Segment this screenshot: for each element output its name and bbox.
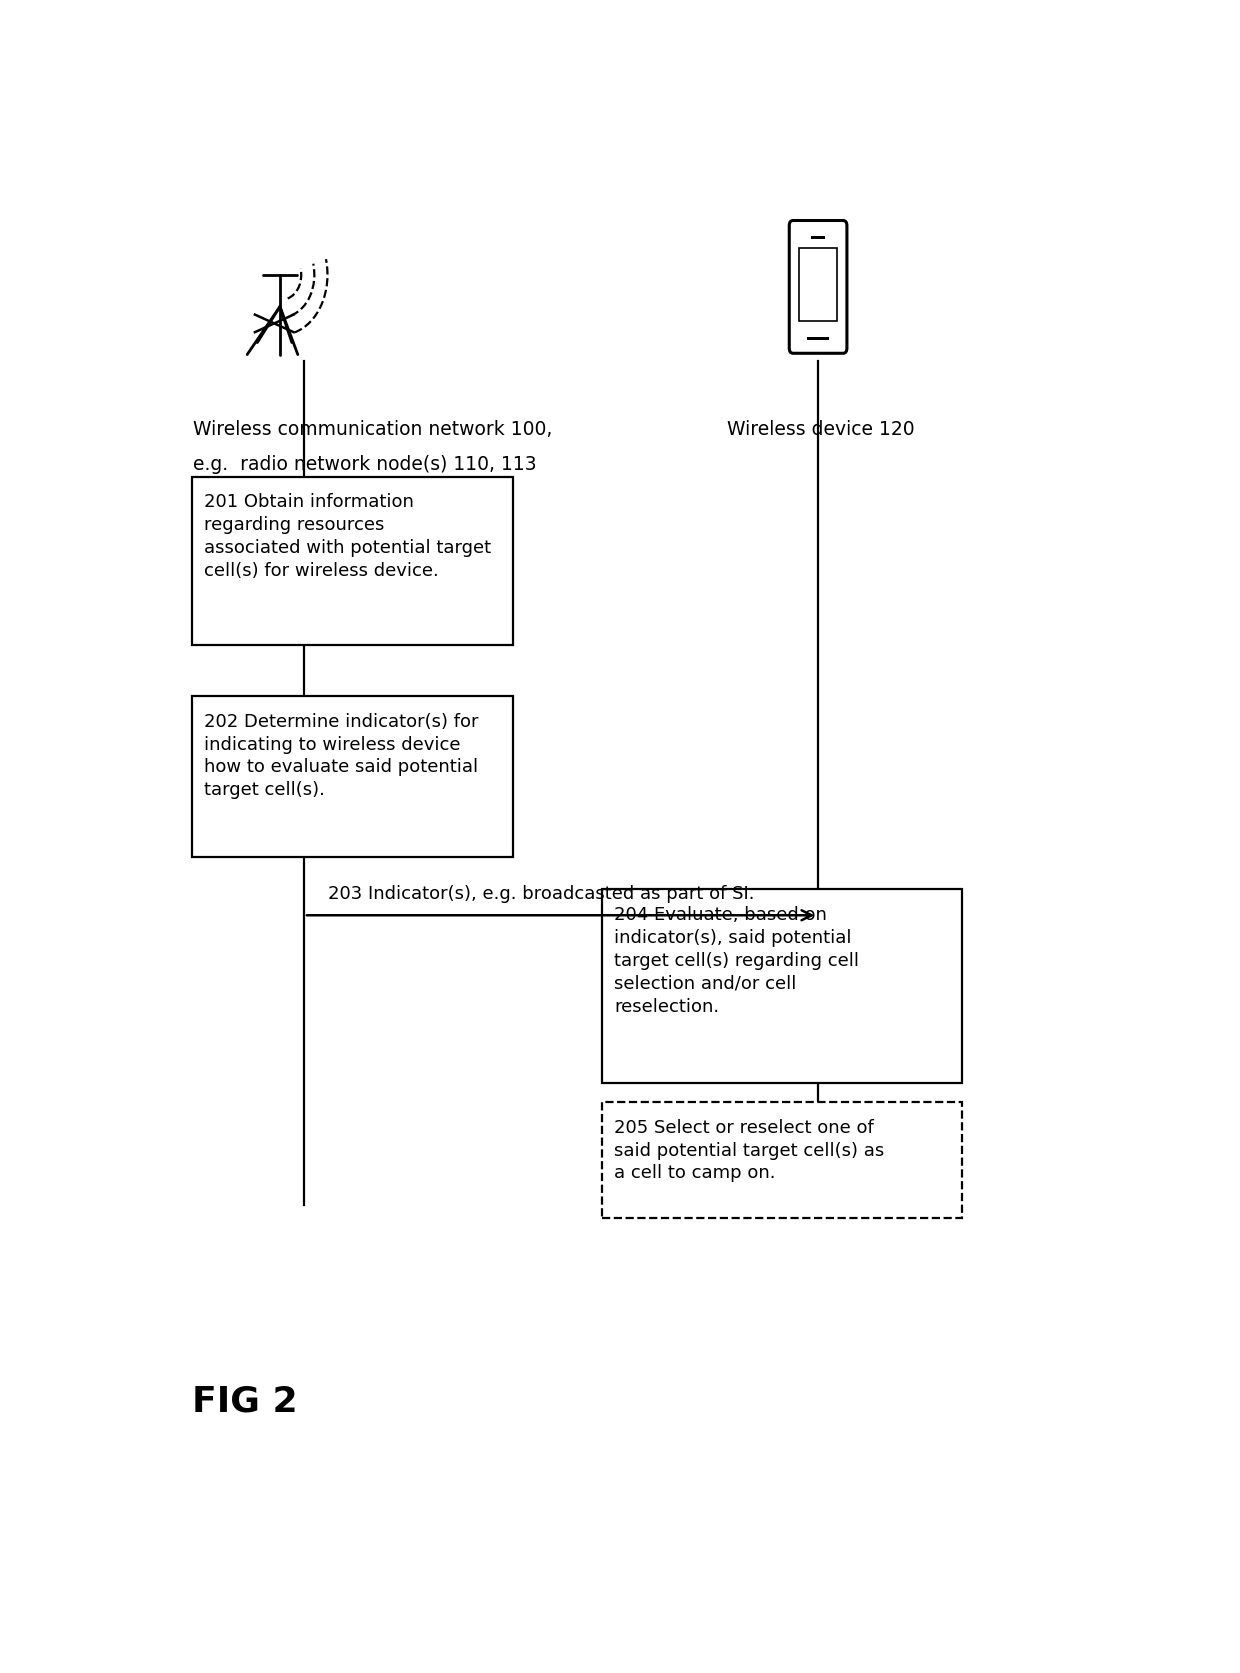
Text: Wireless communication network 100,: Wireless communication network 100, bbox=[193, 420, 553, 438]
Bar bbox=[601, 890, 962, 1082]
Bar bbox=[807, 338, 830, 340]
Bar bbox=[601, 1103, 962, 1218]
Text: 202 Determine indicator(s) for
indicating to wireless device
how to evaluate sai: 202 Determine indicator(s) for indicatin… bbox=[205, 713, 479, 798]
Text: e.g.  radio network node(s) 110, 113: e.g. radio network node(s) 110, 113 bbox=[193, 455, 537, 473]
Bar bbox=[191, 696, 513, 858]
Text: FIG 2: FIG 2 bbox=[191, 1384, 298, 1419]
Text: 203 Indicator(s), e.g. broadcasted as part of SI.: 203 Indicator(s), e.g. broadcasted as pa… bbox=[327, 885, 754, 903]
Text: 201 Obtain information
regarding resources
associated with potential target
cell: 201 Obtain information regarding resourc… bbox=[205, 494, 491, 581]
Text: 205 Select or reselect one of
said potential target cell(s) as
a cell to camp on: 205 Select or reselect one of said poten… bbox=[614, 1118, 884, 1181]
FancyBboxPatch shape bbox=[789, 221, 847, 355]
Text: 204 Evaluate, based on
indicator(s), said potential
target cell(s) regarding cel: 204 Evaluate, based on indicator(s), sai… bbox=[614, 905, 859, 1016]
Bar bbox=[191, 478, 513, 646]
Bar bbox=[799, 249, 837, 321]
Text: Wireless device 120: Wireless device 120 bbox=[727, 420, 914, 438]
Bar bbox=[811, 238, 825, 239]
